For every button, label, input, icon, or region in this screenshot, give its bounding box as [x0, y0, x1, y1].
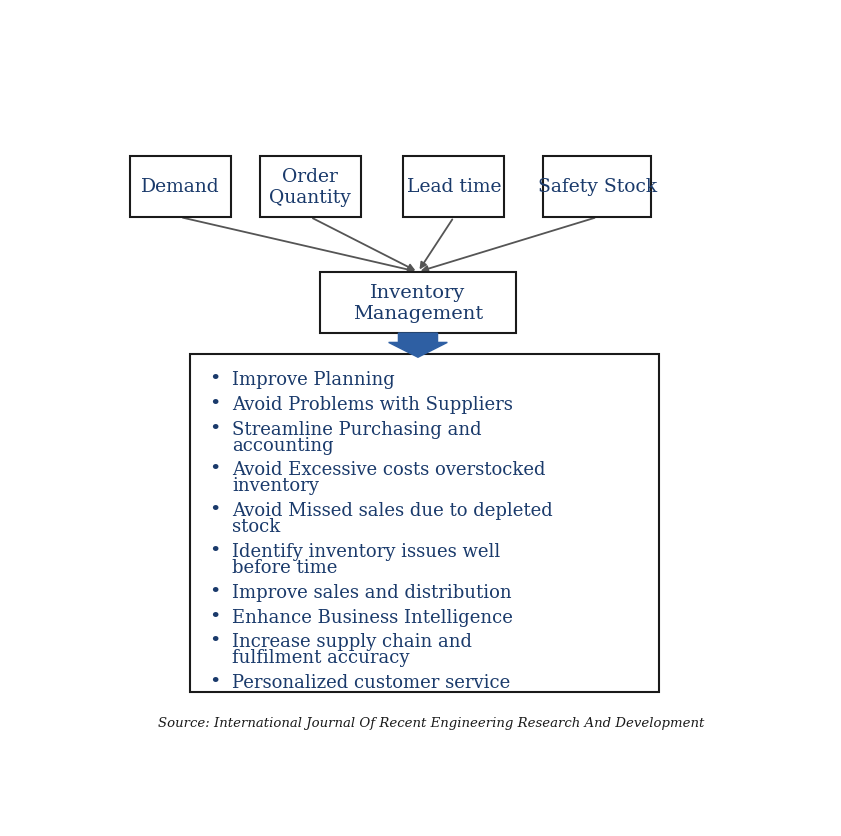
FancyBboxPatch shape: [130, 156, 230, 218]
FancyBboxPatch shape: [260, 156, 361, 218]
FancyBboxPatch shape: [190, 354, 659, 692]
FancyBboxPatch shape: [320, 273, 516, 334]
FancyBboxPatch shape: [543, 156, 651, 218]
Text: Personalized customer service: Personalized customer service: [232, 673, 510, 691]
FancyBboxPatch shape: [404, 156, 505, 218]
Text: •: •: [209, 419, 220, 437]
Text: stock: stock: [232, 517, 280, 536]
Text: fulfilment accuracy: fulfilment accuracy: [232, 649, 410, 666]
Text: Lead time: Lead time: [406, 178, 501, 196]
Text: Order
Quantity: Order Quantity: [269, 168, 352, 206]
Text: Enhance Business Intelligence: Enhance Business Intelligence: [232, 608, 513, 626]
Text: Avoid Problems with Suppliers: Avoid Problems with Suppliers: [232, 395, 513, 414]
Text: Inventory
Management: Inventory Management: [353, 283, 483, 323]
Text: Improve Planning: Improve Planning: [232, 370, 395, 389]
Text: •: •: [209, 542, 220, 559]
Text: Safety Stock: Safety Stock: [537, 178, 657, 196]
Text: Identify inventory issues well: Identify inventory issues well: [232, 543, 500, 560]
Text: Source: International Journal Of Recent Engineering Research And Development: Source: International Journal Of Recent …: [158, 716, 704, 729]
Text: •: •: [209, 607, 220, 624]
Text: •: •: [209, 672, 220, 691]
Polygon shape: [389, 334, 447, 358]
Text: accounting: accounting: [232, 436, 334, 454]
Text: before time: before time: [232, 558, 337, 576]
Text: Demand: Demand: [140, 178, 220, 196]
Text: •: •: [209, 370, 220, 388]
Text: Increase supply chain and: Increase supply chain and: [232, 633, 472, 650]
Text: •: •: [209, 460, 220, 478]
Text: •: •: [209, 501, 220, 518]
Text: •: •: [209, 582, 220, 600]
Text: •: •: [209, 395, 220, 412]
Text: Streamline Purchasing and: Streamline Purchasing and: [232, 421, 482, 438]
Text: Avoid Excessive costs overstocked: Avoid Excessive costs overstocked: [232, 461, 546, 479]
Text: Avoid Missed sales due to depleted: Avoid Missed sales due to depleted: [232, 502, 553, 520]
Text: inventory: inventory: [232, 477, 319, 495]
Text: Improve sales and distribution: Improve sales and distribution: [232, 583, 512, 601]
Text: •: •: [209, 631, 220, 650]
